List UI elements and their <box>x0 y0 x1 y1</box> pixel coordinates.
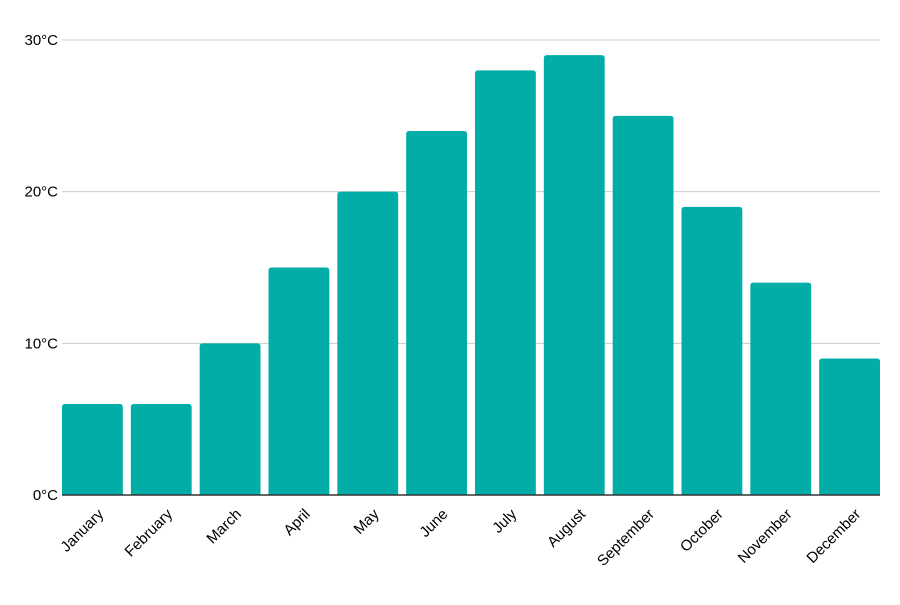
bar-march <box>199 343 261 495</box>
x-tick-label: February <box>122 505 177 560</box>
y-axis-tick-labels: 0°C 10°C 20°C 30°C <box>24 32 58 504</box>
x-axis-tick-labels: January February March April May June July Augu… <box>57 505 864 569</box>
bar-january <box>62 404 123 495</box>
x-tick-label: December <box>803 506 864 567</box>
x-tick-label: August <box>544 505 590 551</box>
bar-august <box>543 55 605 496</box>
x-tick-label: May <box>351 505 383 537</box>
bar-october <box>681 206 743 496</box>
x-tick-label: November <box>735 506 796 567</box>
x-tick-label: March <box>203 506 244 547</box>
bar-may <box>337 191 399 495</box>
x-tick-label: April <box>281 506 314 539</box>
y-tick-label: 0°C <box>33 487 58 504</box>
bar-september <box>612 115 674 495</box>
y-tick-label: 20°C <box>24 184 58 201</box>
grid-lines <box>62 39 880 344</box>
x-tick-label: October <box>677 506 727 556</box>
x-tick-label: June <box>416 506 451 541</box>
bar-november <box>750 282 812 495</box>
y-tick-label: 30°C <box>24 32 58 49</box>
bars <box>62 55 880 496</box>
bar-february <box>130 404 192 495</box>
x-tick-label: September <box>594 506 658 570</box>
bar-december <box>819 358 880 495</box>
bar-april <box>268 267 330 495</box>
x-tick-label: January <box>57 505 107 555</box>
y-tick-label: 10°C <box>24 335 58 352</box>
bar-june <box>406 131 467 495</box>
x-tick-label: July <box>489 505 520 536</box>
bar-july <box>475 70 536 495</box>
